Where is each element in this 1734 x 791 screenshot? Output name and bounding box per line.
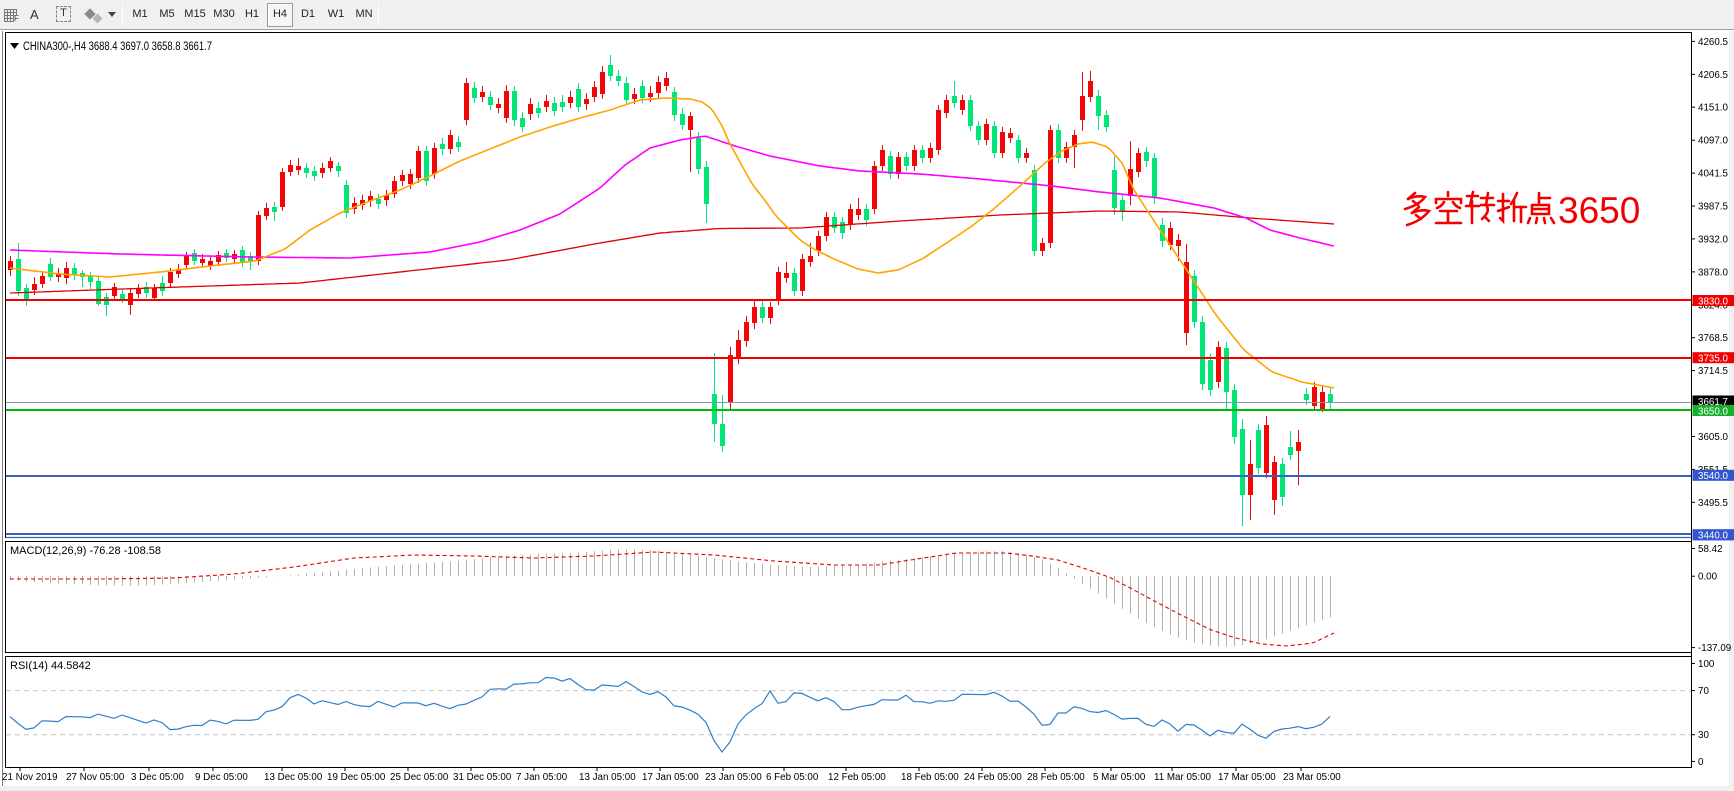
svg-text:3 Dec 05:00: 3 Dec 05:00 — [131, 772, 184, 783]
svg-text:3714.5: 3714.5 — [1698, 366, 1729, 377]
svg-text:4041.5: 4041.5 — [1698, 169, 1729, 180]
svg-text:13 Jan 05:00: 13 Jan 05:00 — [579, 772, 636, 783]
svg-text:3605.0: 3605.0 — [1698, 432, 1729, 443]
svg-text:3768.5: 3768.5 — [1698, 333, 1729, 344]
svg-text:MACD(12,26,9) -76.28 -108.58: MACD(12,26,9) -76.28 -108.58 — [10, 545, 161, 557]
svg-text:7 Jan 05:00: 7 Jan 05:00 — [516, 772, 568, 783]
svg-text:4097.0: 4097.0 — [1698, 136, 1729, 147]
svg-text:3987.5: 3987.5 — [1698, 202, 1729, 213]
svg-text:3540.0: 3540.0 — [1698, 471, 1729, 482]
svg-text:17 Mar 05:00: 17 Mar 05:00 — [1218, 772, 1276, 783]
svg-text:3650.0: 3650.0 — [1698, 406, 1729, 417]
svg-text:-137.09: -137.09 — [1698, 643, 1731, 654]
svg-text:CHINA300-,H4 3688.4 3697.0 36: CHINA300-,H4 3688.4 3697.0 3658.8 3661.7 — [23, 41, 212, 53]
svg-text:28 Feb 05:00: 28 Feb 05:00 — [1027, 772, 1085, 783]
svg-text:3495.5: 3495.5 — [1698, 498, 1729, 509]
svg-text:3932.0: 3932.0 — [1698, 234, 1729, 245]
svg-text:58.42: 58.42 — [1698, 544, 1723, 555]
svg-text:11 Mar 05:00: 11 Mar 05:00 — [1154, 772, 1212, 783]
svg-text:RSI(14) 44.5842: RSI(14) 44.5842 — [10, 660, 91, 672]
svg-text:17 Jan 05:00: 17 Jan 05:00 — [642, 772, 699, 783]
svg-text:30: 30 — [1698, 730, 1709, 741]
svg-text:4260.5: 4260.5 — [1698, 37, 1729, 48]
svg-text:3878.0: 3878.0 — [1698, 267, 1729, 278]
svg-text:6 Feb 05:00: 6 Feb 05:00 — [766, 772, 819, 783]
svg-text:24 Feb 05:00: 24 Feb 05:00 — [964, 772, 1022, 783]
svg-text:3650: 3650 — [1558, 190, 1640, 231]
svg-text:100: 100 — [1698, 659, 1715, 670]
svg-text:23 Jan 05:00: 23 Jan 05:00 — [705, 772, 762, 783]
svg-text:3830.0: 3830.0 — [1698, 296, 1729, 307]
svg-text:3440.0: 3440.0 — [1698, 531, 1729, 542]
svg-text:70: 70 — [1698, 686, 1709, 697]
svg-text:25 Dec 05:00: 25 Dec 05:00 — [390, 772, 449, 783]
svg-text:18 Feb 05:00: 18 Feb 05:00 — [901, 772, 959, 783]
svg-text:0: 0 — [1698, 757, 1704, 768]
svg-text:4206.5: 4206.5 — [1698, 70, 1729, 81]
svg-text:0.00: 0.00 — [1698, 572, 1718, 583]
svg-text:27 Nov 05:00: 27 Nov 05:00 — [66, 772, 125, 783]
svg-text:23 Mar 05:00: 23 Mar 05:00 — [1283, 772, 1341, 783]
svg-text:21 Nov 2019: 21 Nov 2019 — [2, 772, 58, 783]
svg-text:9 Dec 05:00: 9 Dec 05:00 — [195, 772, 248, 783]
svg-text:3661.7: 3661.7 — [1698, 397, 1728, 408]
svg-text:4151.0: 4151.0 — [1698, 103, 1729, 114]
svg-text:5 Mar 05:00: 5 Mar 05:00 — [1093, 772, 1146, 783]
svg-text:31 Dec 05:00: 31 Dec 05:00 — [453, 772, 512, 783]
svg-text:13 Dec 05:00: 13 Dec 05:00 — [264, 772, 323, 783]
svg-text:12 Feb 05:00: 12 Feb 05:00 — [828, 772, 886, 783]
svg-text:3735.0: 3735.0 — [1698, 354, 1729, 365]
svg-text:19 Dec 05:00: 19 Dec 05:00 — [327, 772, 386, 783]
